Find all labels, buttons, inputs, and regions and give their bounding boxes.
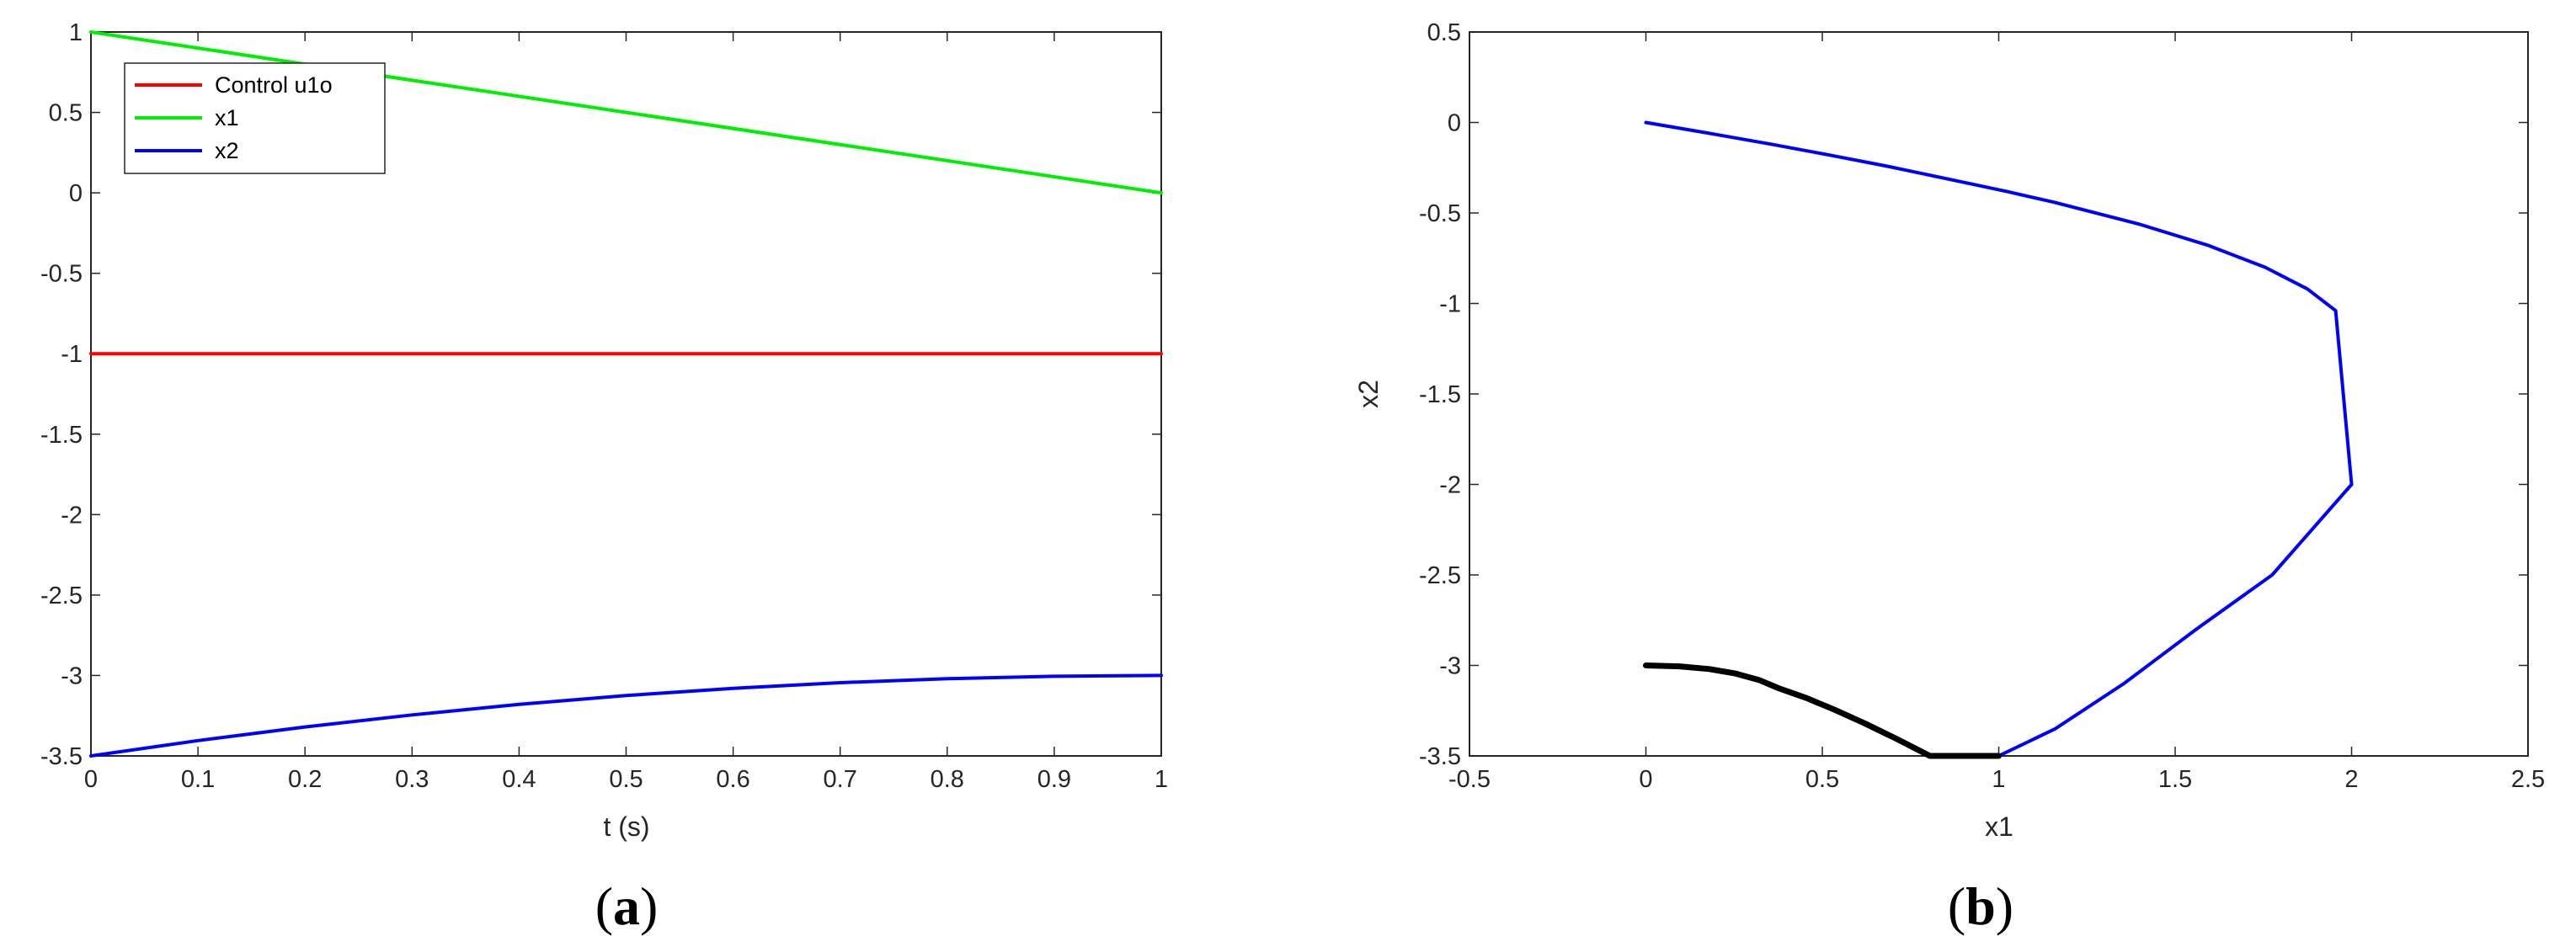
y-tick-label: -3	[61, 662, 83, 689]
tick-marks-b	[1469, 31, 2529, 757]
y-tick-label: -2	[61, 502, 83, 529]
x-tick-labels-a: 0 0.1 0.2 0.3 0.4 0.5 0.6 0.7 0.8 0.9 1	[84, 766, 1168, 793]
x-tick-label: 0.8	[931, 766, 964, 793]
panel-label-b: (b)	[1948, 876, 2013, 936]
y-tick-label: 0	[1448, 110, 1461, 137]
legend-label: x2	[215, 138, 239, 163]
x-tick-label: 1	[1155, 766, 1168, 793]
series-a	[89, 30, 1163, 758]
y-tick-label: -0.5	[40, 261, 83, 288]
y-tick-label: -2.5	[40, 583, 83, 609]
series-line-b-1	[1997, 482, 2354, 758]
x-tick-label: 1.5	[2158, 766, 2192, 793]
y-tick-label: -1	[1439, 291, 1461, 318]
panel-b: -0.5 0 0.5 1 1.5 2 2.5 0.5 0 -0.5 -1 -1.5 -2 -2.5 -3 -…	[1353, 19, 2545, 936]
x-tick-label: 0.7	[824, 766, 857, 793]
x-tick-label: 0.4	[502, 766, 536, 793]
series-line-b-2	[1643, 662, 2002, 759]
y-axis-title-b: x2	[1353, 380, 1384, 408]
legend-label: Control u1o	[215, 72, 333, 98]
y-tick-labels-a: 1 0.5 0 -0.5 -1 -1.5 -2 -2.5 -3 -3.5	[40, 19, 83, 770]
legend-a: Control u1o x1 x2	[124, 62, 386, 174]
series-line-b-0	[1644, 120, 2354, 487]
series-b	[1643, 120, 2354, 759]
x-tick-label: 0.3	[395, 766, 429, 793]
x-tick-label: 0.2	[288, 766, 322, 793]
y-tick-label: 1	[69, 19, 83, 46]
x-tick-labels-b: -0.5 0 0.5 1 1.5 2 2.5	[1448, 766, 2545, 793]
x-tick-label: 0	[1639, 766, 1652, 793]
x-axis-title-a: t (s)	[603, 811, 649, 842]
tick-marks-a	[90, 31, 1162, 757]
y-tick-labels-b: 0.5 0 -0.5 -1 -1.5 -2 -2.5 -3 -3.5	[1419, 19, 1461, 770]
y-tick-label: -1.5	[40, 422, 83, 449]
x-tick-label: 0	[84, 766, 98, 793]
series-line-x2	[89, 673, 1163, 758]
y-tick-label: -3.5	[1419, 743, 1461, 770]
x-tick-label: 2.5	[2511, 766, 2545, 793]
series-line-x1	[89, 30, 1163, 195]
legend-label: x1	[215, 105, 239, 130]
panel-a: 0 0.1 0.2 0.3 0.4 0.5 0.6 0.7 0.8 0.9 1 1 0.5 0 -0.5 -…	[40, 19, 1168, 936]
y-tick-label: 0.5	[49, 100, 83, 127]
y-tick-label: -1	[61, 341, 83, 368]
y-tick-label: -0.5	[1419, 200, 1461, 227]
x-axis-title-b: x1	[1985, 811, 2013, 842]
y-tick-label: 0	[69, 180, 83, 207]
x-tick-label: 0.9	[1037, 766, 1071, 793]
y-tick-label: -1.5	[1419, 381, 1461, 408]
y-tick-label: 0.5	[1427, 19, 1461, 46]
x-tick-label: 0.6	[716, 766, 749, 793]
y-tick-label: -3.5	[40, 743, 83, 770]
x-tick-label: -0.5	[1448, 766, 1491, 793]
x-tick-label: 0.1	[181, 766, 215, 793]
panel-label-a: (a)	[595, 876, 659, 936]
x-tick-label: 1	[1992, 766, 2005, 793]
plot-area-b	[1469, 31, 2529, 757]
x-tick-label: 0.5	[609, 766, 643, 793]
x-tick-label: 0.5	[1805, 766, 1839, 793]
y-tick-label: -3	[1439, 653, 1461, 680]
x-tick-label: 2	[2344, 766, 2358, 793]
y-tick-label: -2	[1439, 472, 1461, 499]
y-tick-label: -2.5	[1419, 562, 1461, 589]
